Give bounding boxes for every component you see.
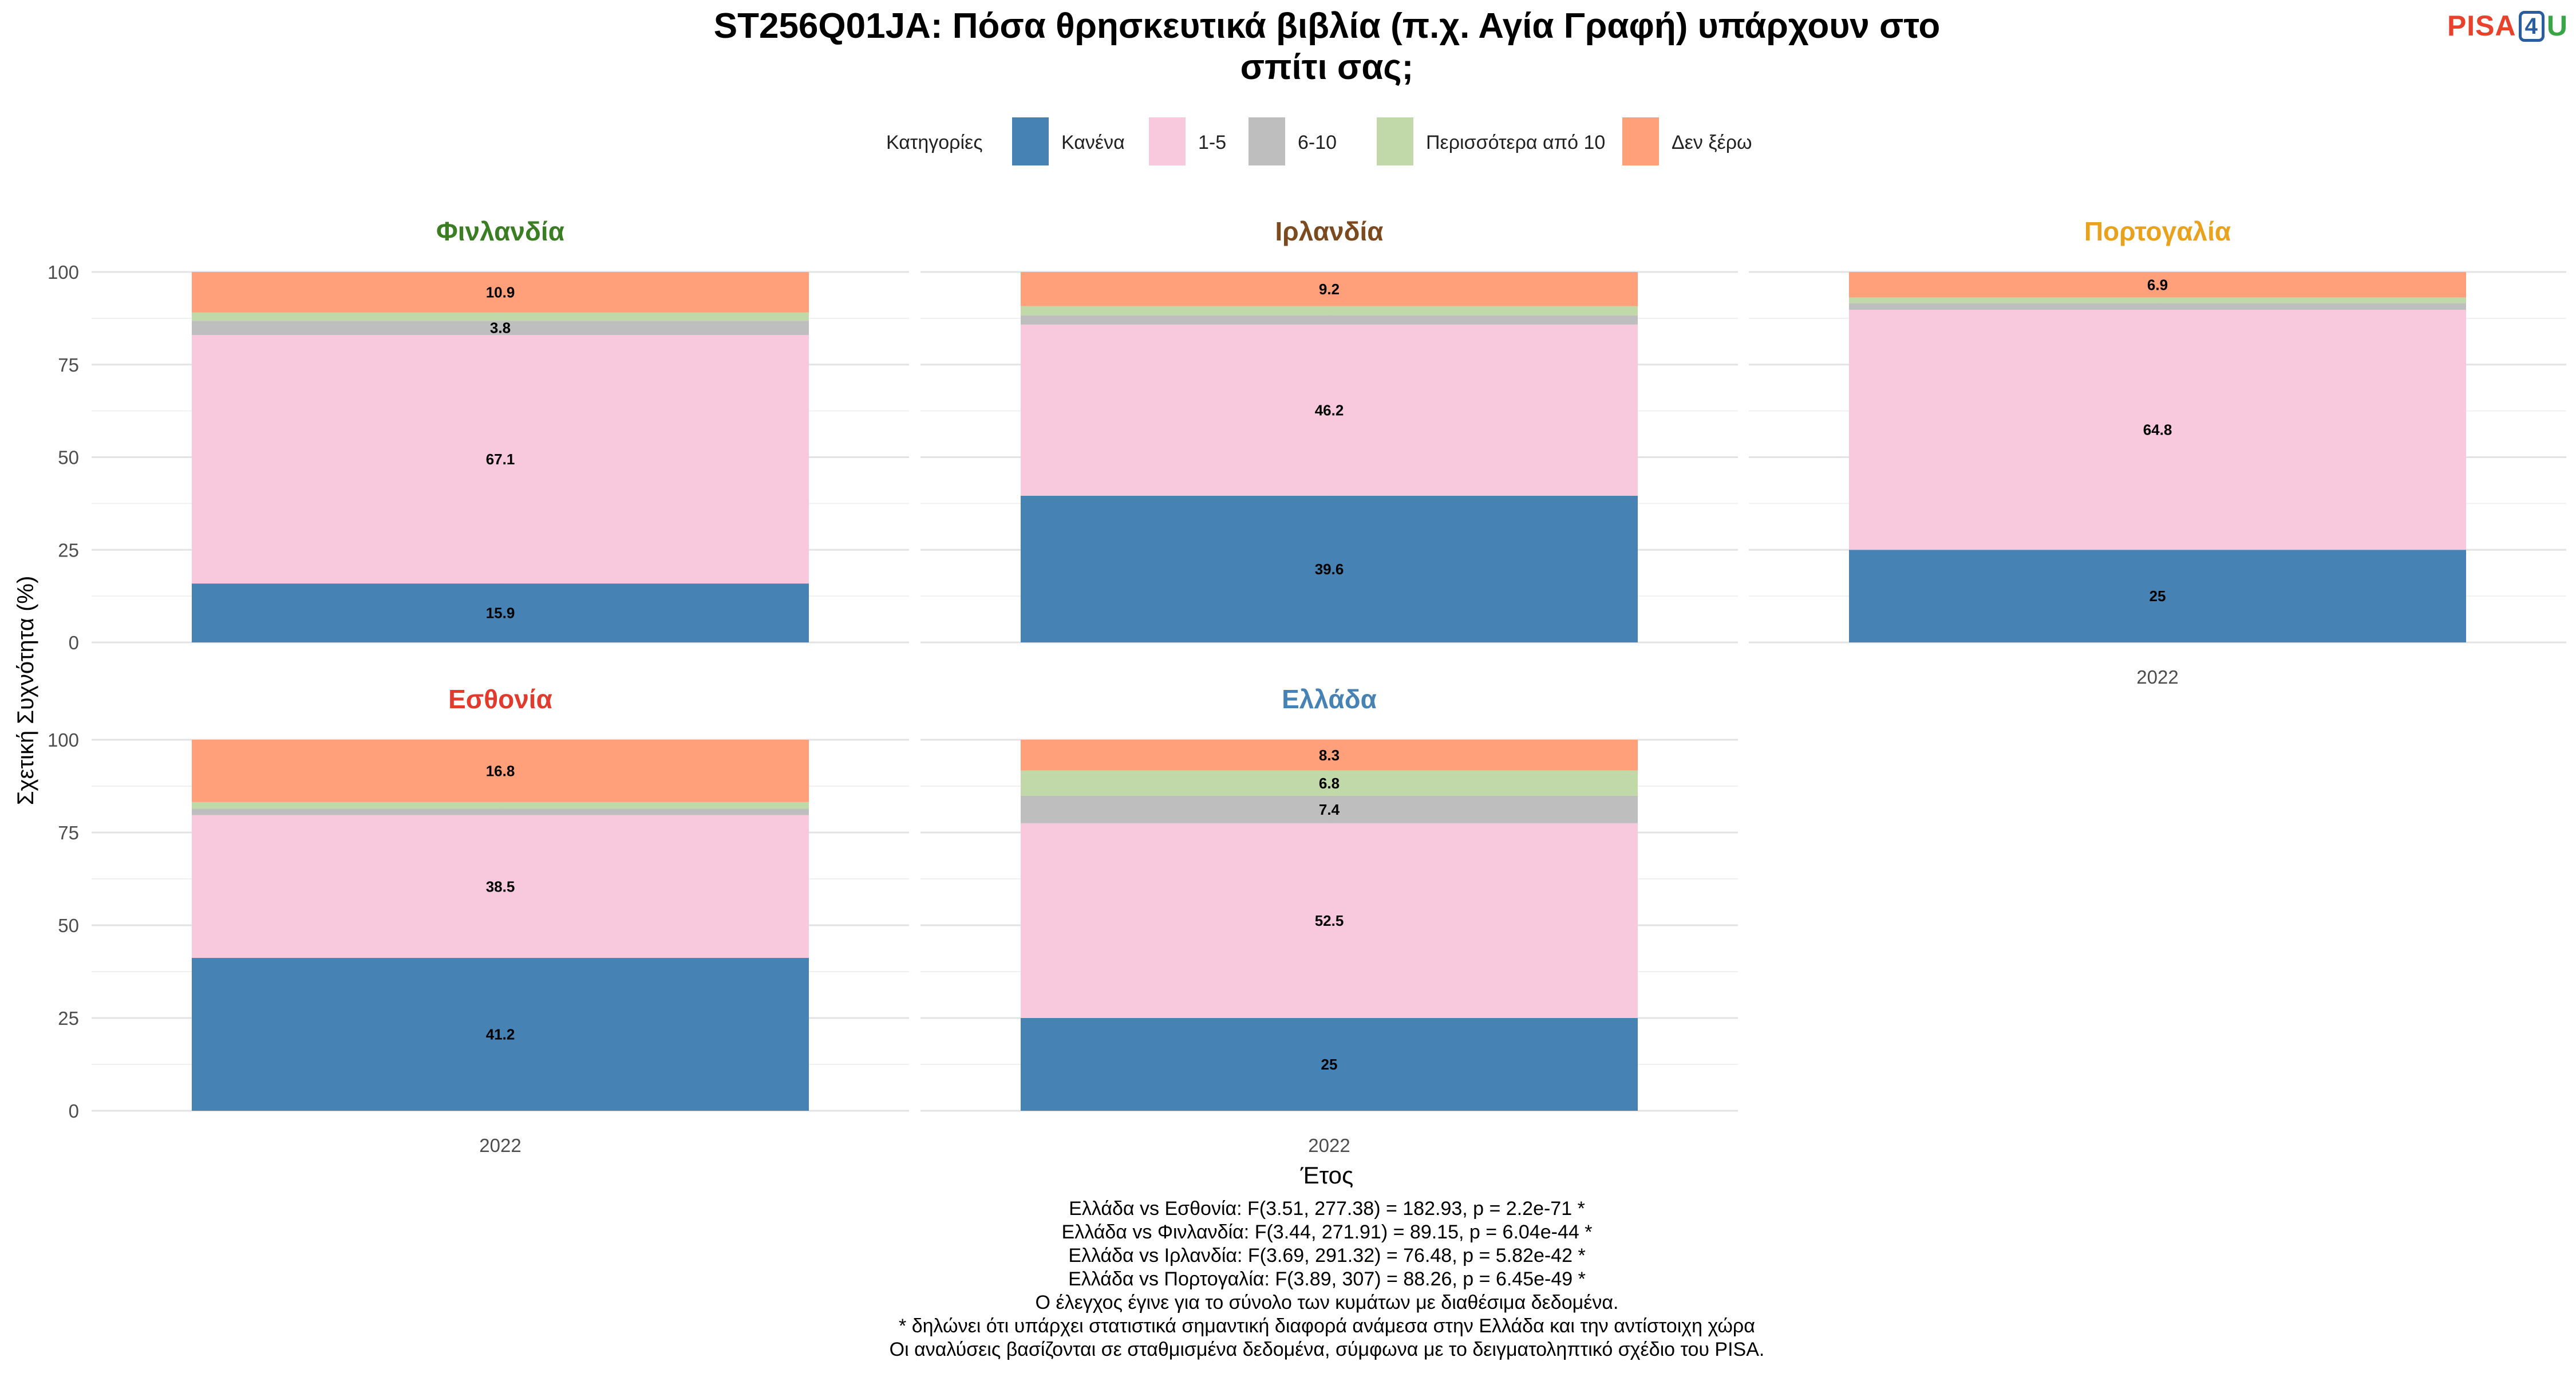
y-tick-label: 100 bbox=[48, 729, 79, 751]
y-tick-label: 25 bbox=[58, 1008, 79, 1029]
legend-swatch bbox=[1622, 117, 1659, 165]
bar-segment bbox=[192, 815, 809, 958]
panel-title: Εσθονία bbox=[448, 684, 552, 714]
footnote-line: * δηλώνει ότι υπάρχει στατιστικά σημαντι… bbox=[899, 1315, 1755, 1337]
bar-segment bbox=[1849, 297, 2466, 303]
data-label: 16.8 bbox=[486, 762, 515, 779]
footnote-line: Ελλάδα vs Πορτογαλία: F(3.89, 307) = 88.… bbox=[1068, 1268, 1586, 1290]
footnote-line: Ο έλεγχος έγινε για το σύνολο των κυμάτω… bbox=[1036, 1292, 1619, 1313]
data-label: 8.3 bbox=[1319, 747, 1340, 764]
x-tick-label: 2022 bbox=[2136, 666, 2178, 688]
bar-segment bbox=[192, 802, 809, 809]
y-tick-label: 25 bbox=[58, 539, 79, 561]
bar-segment bbox=[1021, 740, 1638, 771]
panel-title: Ιρλανδία bbox=[1275, 216, 1383, 246]
bar-segment bbox=[192, 321, 809, 335]
data-label: 6.9 bbox=[2147, 276, 2168, 293]
y-tick-label: 50 bbox=[58, 915, 79, 936]
data-label: 39.6 bbox=[1315, 561, 1344, 578]
data-label: 64.8 bbox=[2143, 421, 2172, 439]
legend-label: Περισσότερα από 10 bbox=[1426, 132, 1605, 153]
y-tick-label: 0 bbox=[69, 1100, 79, 1122]
bar-segment bbox=[192, 808, 809, 815]
y-tick-label: 75 bbox=[58, 354, 79, 376]
legend-swatch bbox=[1149, 117, 1186, 165]
legend-swatch bbox=[1249, 117, 1285, 165]
x-tick-label: 2022 bbox=[479, 1135, 521, 1156]
bar-segment bbox=[1021, 795, 1638, 823]
chart-title-line: σπίτι σας; bbox=[1240, 48, 1414, 87]
y-tick-label: 50 bbox=[58, 447, 79, 468]
data-label: 52.5 bbox=[1315, 912, 1344, 929]
bar-segment bbox=[1021, 823, 1638, 1018]
logo-text-u: U bbox=[2546, 10, 2568, 42]
bar-segment bbox=[1849, 309, 2466, 550]
footnote-line: Ελλάδα vs Ιρλανδία: F(3.69, 291.32) = 76… bbox=[1068, 1245, 1585, 1266]
data-label: 38.5 bbox=[486, 878, 515, 895]
bar-segment bbox=[1849, 272, 2466, 298]
data-label: 6.8 bbox=[1319, 775, 1340, 792]
footnote-line: Οι αναλύσεις βασίζονται σε σταθμισμένα δ… bbox=[890, 1339, 1765, 1360]
logo-text-four: 4 bbox=[2518, 11, 2545, 42]
y-axis-label: Σχετική Συχνότητα (%) bbox=[13, 576, 38, 806]
footnote-line: Ελλάδα vs Φινλανδία: F(3.44, 271.91) = 8… bbox=[1062, 1221, 1593, 1243]
legend-swatch bbox=[1012, 117, 1049, 165]
panel-title: Πορτογαλία bbox=[2084, 216, 2231, 246]
y-tick-label: 100 bbox=[48, 262, 79, 283]
logo-text-pisa: PISA bbox=[2447, 10, 2516, 42]
legend-label: Δεν ξέρω bbox=[1672, 132, 1752, 153]
bar-segment bbox=[1021, 272, 1638, 306]
bar-segment bbox=[192, 583, 809, 642]
bar-segment bbox=[1849, 550, 2466, 642]
y-tick-label: 75 bbox=[58, 822, 79, 843]
bar-segment bbox=[1849, 303, 2466, 310]
x-axis-label: Έτος bbox=[1300, 1162, 1354, 1189]
data-label: 25 bbox=[2150, 587, 2166, 605]
bar-segment bbox=[1021, 495, 1638, 642]
data-label: 3.8 bbox=[490, 319, 511, 337]
bar-segment bbox=[1021, 1018, 1638, 1111]
legend-swatch bbox=[1377, 117, 1413, 165]
panel-title: Ελλάδα bbox=[1282, 684, 1377, 714]
footnote-line: Ελλάδα vs Εσθονία: F(3.51, 277.38) = 182… bbox=[1069, 1198, 1585, 1220]
bar-segment bbox=[1021, 306, 1638, 315]
legend-title: Κατηγορίες bbox=[886, 132, 983, 153]
panel-title: Φινλανδία bbox=[436, 216, 564, 246]
pisa4u-logo: PISA 4 U bbox=[2447, 9, 2568, 42]
bar-segment bbox=[1021, 770, 1638, 796]
bar-segment bbox=[192, 740, 809, 802]
x-tick-label: 2022 bbox=[1308, 1135, 1350, 1156]
y-tick-label: 0 bbox=[69, 632, 79, 653]
bar-segment bbox=[1021, 324, 1638, 496]
bar-segment bbox=[192, 272, 809, 313]
legend-label: 1-5 bbox=[1198, 132, 1226, 153]
data-label: 41.2 bbox=[486, 1026, 515, 1043]
bar-segment bbox=[1021, 315, 1638, 325]
bar-segment bbox=[192, 312, 809, 321]
chart-title-line: ST256Q01JA: Πόσα θρησκευτικά βιβλία (π.χ… bbox=[714, 6, 1941, 46]
bar-segment bbox=[192, 958, 809, 1111]
data-label: 25 bbox=[1321, 1056, 1338, 1073]
data-label: 67.1 bbox=[486, 451, 515, 468]
legend-label: 6-10 bbox=[1298, 132, 1337, 153]
data-label: 7.4 bbox=[1319, 801, 1340, 818]
data-label: 10.9 bbox=[486, 283, 515, 301]
data-label: 15.9 bbox=[486, 605, 515, 622]
bar-segment bbox=[192, 334, 809, 584]
data-label: 9.2 bbox=[1319, 281, 1340, 298]
legend-label: Κανένα bbox=[1061, 132, 1125, 153]
data-label: 46.2 bbox=[1315, 401, 1344, 419]
